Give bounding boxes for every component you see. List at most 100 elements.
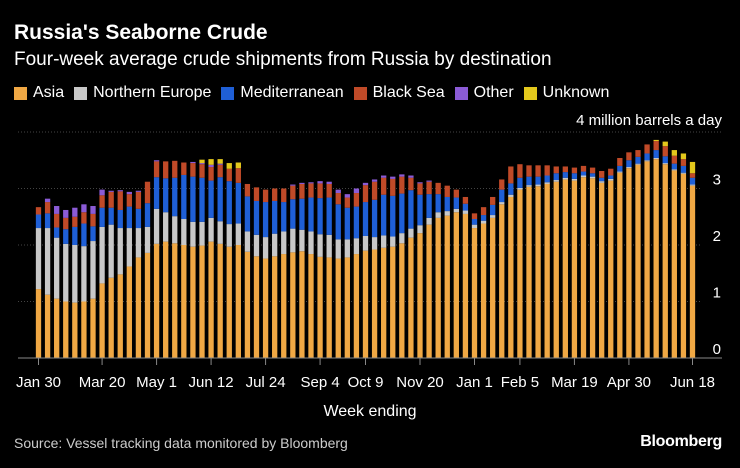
bar-segment-asia [317,256,323,359]
bar-segment-asia [63,301,69,358]
bar-segment-mediterranean [671,163,677,170]
bar-segment-northern-europe [99,226,105,284]
bar-segment-mediterranean [444,196,450,212]
legend-label-mediterranean: Mediterranean [240,84,344,101]
bar-segment-northern-europe [608,178,614,181]
bar-segment-mediterranean [490,204,496,216]
bar-segment-mediterranean [680,165,687,173]
bar-segment-asia [299,251,305,358]
bar-segment-mediterranean [426,194,432,218]
bar-segment-other [371,179,378,182]
bar-segment-asia [344,257,350,358]
bar-segment-mediterranean [135,208,142,229]
legend-item-asia: Asia [14,84,64,102]
bar-segment-asia [490,217,496,358]
bar-segment-black-sea [90,213,96,227]
bar-segment-mediterranean [54,227,60,238]
bar-segment-asia [435,217,441,358]
bar-segment-other [208,164,214,168]
bar-segment-northern-europe [90,241,96,299]
bar-segment-northern-europe [526,185,532,187]
x-tick-label: Jun 18 [670,374,715,391]
bar-segment-asia [235,245,241,358]
bar-segment-asia [35,289,42,358]
bar-segment-asia [408,237,414,358]
bar-segment-black-sea [535,165,541,177]
bar-segment-other [362,182,369,186]
bar-segment-unknown [208,159,214,165]
bar-segment-northern-europe [408,228,414,238]
bar-segment-northern-europe [308,231,314,255]
bar-segment-mediterranean [644,153,650,161]
bar-segment-mediterranean [163,178,169,213]
bar-segment-mediterranean [599,177,605,182]
bar-segment-northern-europe [144,226,151,253]
bar-segment-northern-europe [426,217,432,225]
bar-segment-black-sea [63,217,69,230]
bar-segment-asia [190,246,196,358]
bar-segment-northern-europe [199,221,205,246]
bar-segment-asia [453,212,459,358]
bar-segment-asia [553,181,559,358]
bar-segment-mediterranean [462,203,469,211]
bar-segment-asia [535,186,541,358]
bar-segment-black-sea [281,188,287,203]
bar-segment-mediterranean [362,202,369,236]
bar-segment-northern-europe [580,175,587,178]
bar-segment-unknown [689,161,696,174]
bar-segment-black-sea [399,176,405,194]
bar-segment-asia [544,183,550,358]
bar-segment-asia [217,243,223,358]
bar-segment-northern-europe [299,229,305,252]
bar-segment-mediterranean [117,209,123,229]
bar-segment-asia [99,283,105,358]
bar-segment-black-sea [226,168,232,182]
bar-segment-other [90,206,96,214]
y-tick-label: 1 [713,285,721,302]
bar-segment-asia [135,257,142,358]
bar-segment-mediterranean [371,199,378,238]
bar-segment-mediterranean [508,183,514,195]
bar-segment-black-sea [490,196,496,205]
bar-segment-other [54,206,60,214]
bar-segment-asia [417,233,423,358]
bar-segment-mediterranean [608,175,614,179]
bar-segment-asia [399,243,405,358]
bar-segment-northern-europe [571,178,578,181]
bar-segment-asia [362,250,369,358]
bar-segment-other [344,194,350,198]
bar-segment-mediterranean [626,160,632,168]
bar-segment-northern-europe [126,228,132,267]
legend-label-asia: Asia [33,84,65,101]
bar-segment-mediterranean [190,176,196,222]
bar-segment-other [72,207,78,217]
legend-swatch-unknown [523,86,537,100]
bar-segment-northern-europe [371,237,378,250]
bar-segment-asia [635,164,641,358]
bar-segment-northern-europe [208,217,214,242]
bar-segment-mediterranean [326,197,332,235]
bar-segment-other [308,182,314,184]
bar-segment-black-sea [680,159,687,166]
bar-segment-northern-europe [253,234,260,257]
bar-segment-asia [589,178,596,358]
bar-segment-other [153,160,160,162]
bar-segment-northern-europe [435,212,441,218]
bar-segment-northern-europe [353,238,360,255]
bar-segment-mediterranean [571,173,578,179]
bar-segment-asia [462,213,469,358]
bar-segment-black-sea [435,182,441,195]
bar-segment-asia [626,168,632,358]
bar-segment-black-sea [299,183,305,199]
bar-segment-asia [72,302,78,358]
bar-segment-northern-europe [181,219,187,245]
bar-segment-northern-europe [444,211,450,216]
bar-segment-mediterranean [453,197,459,209]
legend-item-northern-europe: Northern Europe [74,84,211,102]
bar-segment-asia [562,179,568,358]
bar-segment-black-sea [626,152,632,161]
bar-segment-black-sea [599,170,605,178]
bar-segment-black-sea [135,191,142,209]
bar-segment-black-sea [480,207,487,216]
bar-segment-other [135,190,142,192]
